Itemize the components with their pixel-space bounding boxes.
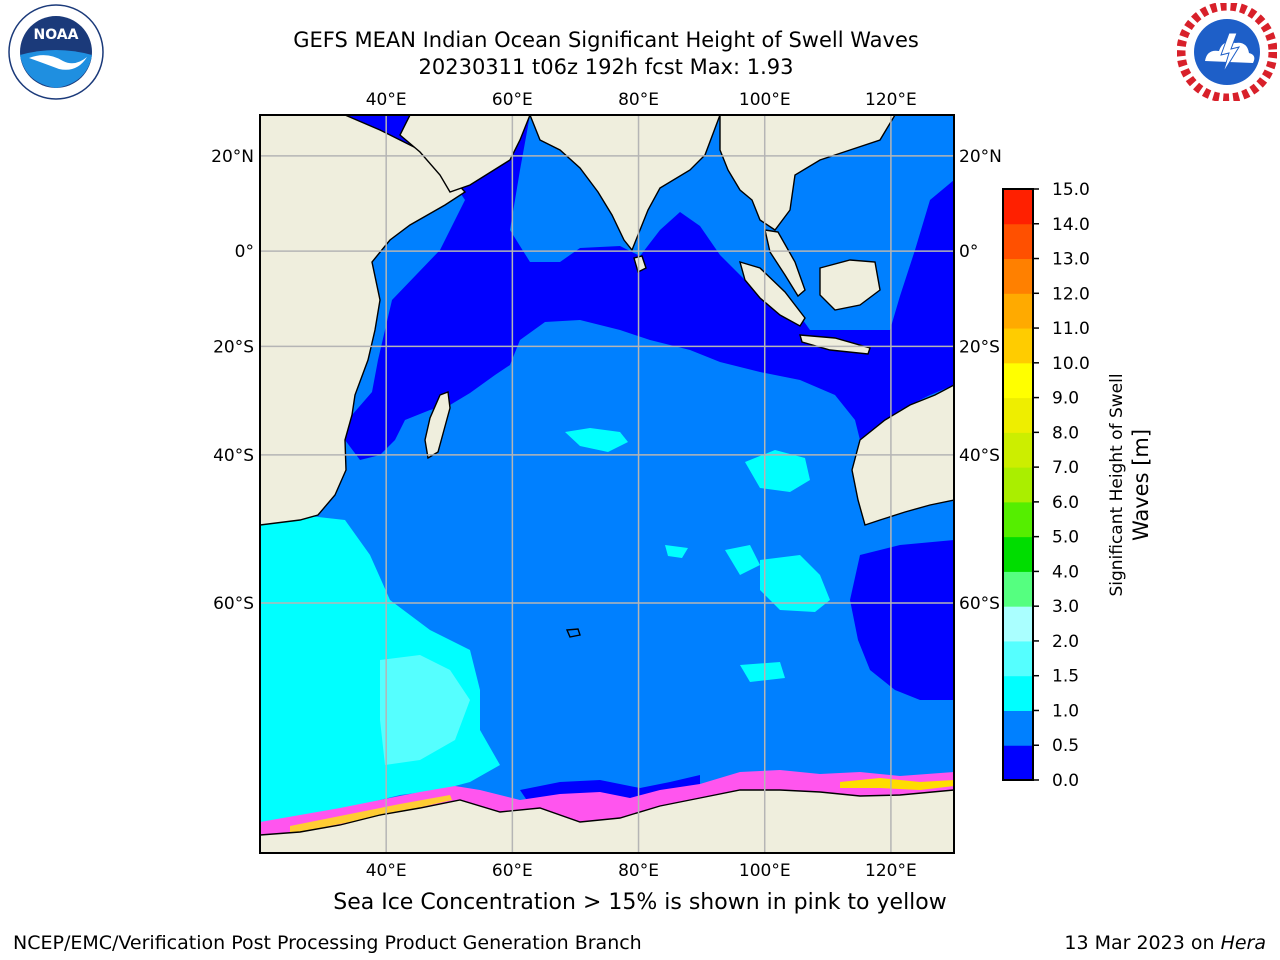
lat-tick-right-0: 20°N [959,147,1002,167]
colorbar-tick-label-13: 11.0 [1052,319,1090,339]
colorbar: 0.0 0.5 1.0 1.5 2.0 3.0 4.0 5.0 6.0 7.0 8.0 9.0 10.0… [1002,180,1090,791]
colorbar-swatch-12 [1003,328,1033,364]
land-sumatra [738,260,806,327]
colorbar-tick-label-6: 4.0 [1052,562,1079,582]
colorbar-swatch-0 [1003,745,1033,781]
swell-patch-4 [725,545,760,575]
swell-patch-3 [760,555,830,612]
colorbar-swatch-4 [1003,606,1033,642]
colorbar-tick-label-0: 0.0 [1052,771,1079,791]
lon-tick-top-1: 60°E [492,90,533,110]
colorbar-tick-label-3: 1.5 [1052,667,1079,687]
land-sri-lanka [633,255,647,274]
swell-patch-1 [565,428,628,452]
colorbar-tick-label-8: 6.0 [1052,493,1079,513]
land-antarctica [260,789,954,853]
colorbar-tick-label-12: 10.0 [1052,354,1090,374]
lon-tick-bottom-2: 80°E [618,861,659,881]
land-java [799,334,871,355]
land-borneo [819,259,881,311]
land-arabia [399,115,531,193]
lat-tick-right-3: 40°S [959,446,1000,466]
colorbar-swatch-13 [1003,293,1033,329]
colorbar-swatch-15 [1003,223,1033,260]
lat-tick-right-2: 20°S [959,337,1000,357]
machine-name: Hera [1220,932,1266,954]
colorbar-tick-label-2: 1.0 [1052,701,1079,721]
colorbar-swatch-3 [1003,640,1033,677]
colorbar-frame [1002,188,1034,781]
colorbar-tick-label-16: 14.0 [1052,215,1090,235]
colorbar-swatch-10 [1003,397,1033,433]
swell-region-southwest-high [380,655,470,765]
colorbar-swatch-7 [1003,501,1033,538]
colorbar-swatch-11 [1003,362,1033,399]
noaa-logo-icon: NOAA [8,4,104,100]
swell-patch-6 [665,545,688,558]
lon-tick-bottom-1: 60°E [492,861,533,881]
lon-tick-top-3: 100°E [739,90,791,110]
lon-tick-top-4: 120°E [865,90,917,110]
lon-tick-bottom-4: 120°E [865,861,917,881]
swell-patch-2 [745,450,810,492]
colorbar-label-units: Waves [m] [1129,429,1153,541]
land-malay-peninsula [764,229,806,298]
map-gridlines [260,115,954,853]
chart-subtitle: 20230311 t06z 192h fcst Max: 1.93 [418,55,794,79]
colorbar-swatch-1 [1003,710,1033,746]
credit-line: NCEP/EMC/Verification Post Processing Pr… [13,932,642,954]
nws-logo-icon [1177,3,1277,101]
land-masses [260,115,954,853]
colorbar-tick-label-17: 15.0 [1052,180,1090,200]
date-line: 13 Mar 2023 on Hera [1064,932,1266,954]
colorbar-tick-label-4: 2.0 [1052,632,1079,652]
lon-tick-top-2: 80°E [618,90,659,110]
lat-tick-left-1: 0° [235,242,254,262]
swell-patch-5 [740,662,785,682]
land-kerguelen [565,628,581,638]
land-madagascar [424,391,451,460]
low-swell-region-north [345,115,954,460]
lat-tick-right-1: 0° [959,242,978,262]
colorbar-swatch-14 [1003,258,1033,294]
date-text: 13 Mar 2023 on [1064,932,1221,954]
sea-ice-caption: Sea Ice Concentration > 15% is shown in … [333,890,947,915]
lat-tick-right-4: 60°S [959,594,1000,614]
chart-title: GEFS MEAN Indian Ocean Significant Heigh… [293,28,919,52]
colorbar-tick-label-10: 8.0 [1052,423,1079,443]
sea-ice-band [260,770,954,835]
map-tick-labels: 40°E 40°E 60°E 60°E 80°E 80°E 100°E 100°E 120°E 1… [211,90,1002,881]
sea-ice-band-yellow-west [290,795,452,834]
colorbar-swatch-16 [1003,189,1033,225]
lon-tick-bottom-0: 40°E [366,861,407,881]
colorbar-swatch-6 [1003,536,1033,572]
lon-tick-top-0: 40°E [366,90,407,110]
land-southeast-asia [719,115,896,231]
map-plot-area [260,115,954,853]
colorbar-tick-label-9: 7.0 [1052,458,1079,478]
low-swell-region-southeast [850,540,954,700]
colorbar-tick-label-1: 0.5 [1052,736,1079,756]
lat-tick-left-3: 40°S [213,446,254,466]
lat-tick-left-2: 20°S [213,337,254,357]
colorbar-tick-label-7: 5.0 [1052,528,1079,548]
colorbar-label: Significant Height of Swell [1107,373,1127,596]
colorbar-swatch-2 [1003,675,1033,711]
sea-ice-band-yellow-east [840,778,954,790]
colorbar-swatch-9 [1003,432,1033,468]
noaa-logo-text: NOAA [34,27,79,43]
colorbar-tick-label-11: 9.0 [1052,389,1079,409]
colorbar-swatch-5 [1003,571,1033,607]
colorbar-tick-label-14: 12.0 [1052,284,1090,304]
colorbar-swatch-8 [1003,467,1033,503]
lat-tick-left-0: 20°N [211,147,254,167]
colorbar-tick-label-15: 13.0 [1052,250,1090,270]
lat-tick-left-4: 60°S [213,594,254,614]
colorbar-tick-label-5: 3.0 [1052,597,1079,617]
lon-tick-bottom-3: 100°E [739,861,791,881]
map-frame [259,114,955,854]
